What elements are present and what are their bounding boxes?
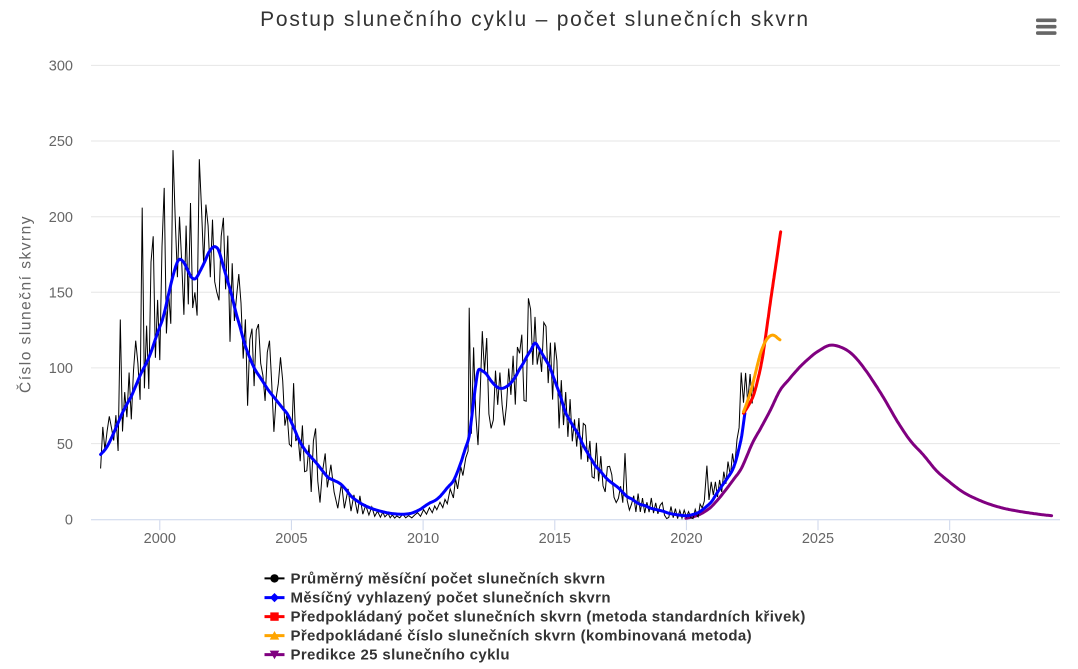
svg-text:2020: 2020 bbox=[670, 531, 702, 547]
svg-text:2030: 2030 bbox=[934, 531, 966, 547]
svg-text:200: 200 bbox=[49, 210, 73, 226]
svg-text:2005: 2005 bbox=[275, 531, 307, 547]
svg-text:100: 100 bbox=[49, 361, 73, 377]
svg-text:Předpokládané číslo slunečních: Předpokládané číslo slunečních skvrn (ko… bbox=[291, 628, 752, 645]
svg-text:2015: 2015 bbox=[539, 531, 571, 547]
svg-text:50: 50 bbox=[57, 437, 73, 453]
svg-text:Číslo sluneční skvrny: Číslo sluneční skvrny bbox=[18, 215, 35, 393]
svg-text:2025: 2025 bbox=[802, 531, 834, 547]
svg-text:250: 250 bbox=[49, 134, 73, 150]
svg-text:Měsíčný vyhlazený počet sluneč: Měsíčný vyhlazený počet slunečních skvrn bbox=[291, 590, 611, 607]
svg-text:150: 150 bbox=[49, 286, 73, 302]
svg-text:Předpokládaný počet slunečních: Předpokládaný počet slunečních skvrn (me… bbox=[291, 609, 806, 626]
svg-text:2000: 2000 bbox=[144, 531, 176, 547]
svg-text:300: 300 bbox=[49, 59, 73, 75]
svg-text:2010: 2010 bbox=[407, 531, 439, 547]
svg-text:0: 0 bbox=[65, 512, 73, 528]
svg-text:Průměrný měsíční počet slunečn: Průměrný měsíční počet slunečních skvrn bbox=[291, 571, 606, 588]
svg-text:Predikce 25 slunečního cyklu: Predikce 25 slunečního cyklu bbox=[291, 647, 510, 664]
svg-text:Postup slunečního cyklu – poče: Postup slunečního cyklu – počet sluneční… bbox=[260, 8, 810, 31]
